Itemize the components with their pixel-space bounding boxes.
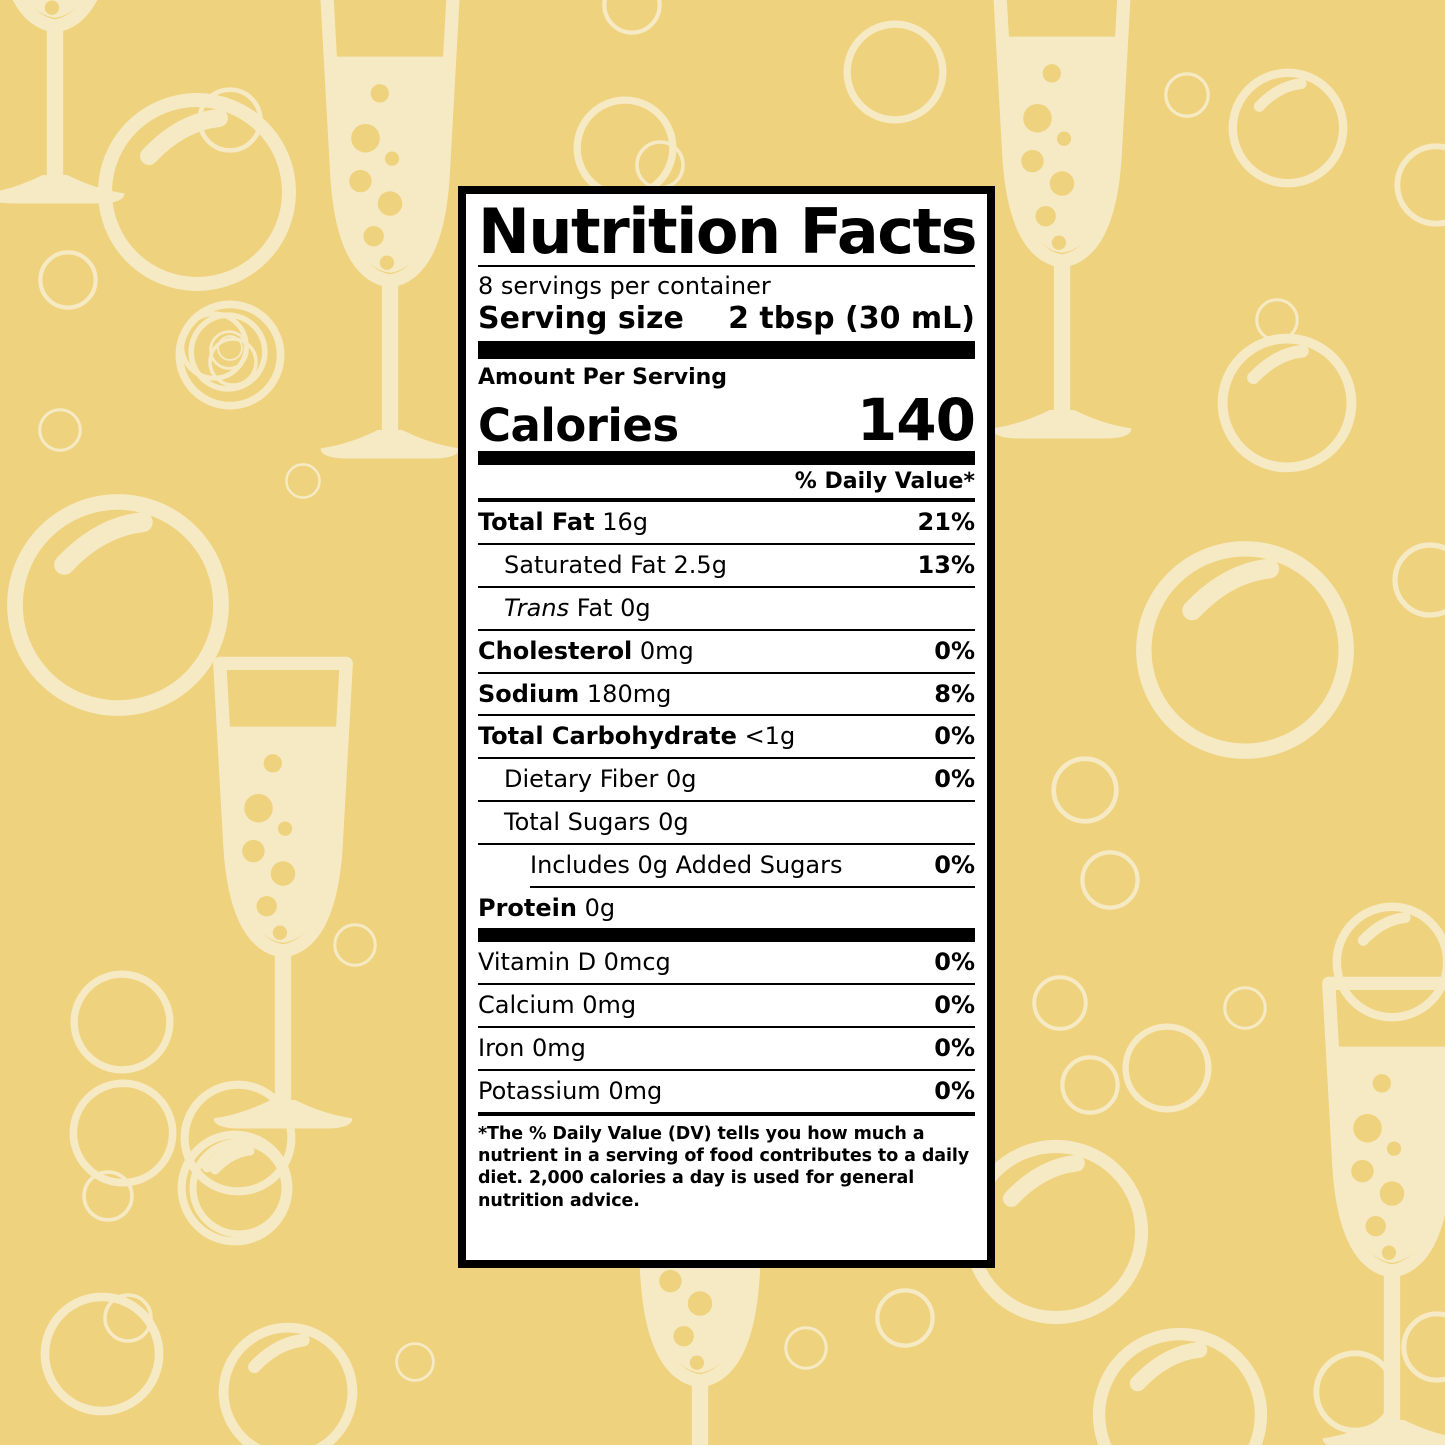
nutrient-divider	[478, 586, 975, 588]
divider-thick-top	[478, 340, 975, 359]
nutrient-row: Dietary Fiber 0g 0%	[478, 759, 975, 800]
nutrient-row: Cholesterol 0mg 0%	[478, 631, 975, 672]
micronutrient-name: Potassium 0mg	[478, 1076, 663, 1105]
calories-value: 140	[856, 386, 976, 455]
nutrient-amount: 0g	[576, 893, 616, 922]
nutrient-name: Total Sugars 0g	[504, 807, 689, 836]
nutrient-name: Total Carbohydrate <1g	[478, 722, 796, 751]
nutrient-name: Total Fat 16g	[478, 508, 648, 537]
divider-above-footnote	[478, 1111, 975, 1116]
micronutrient-divider	[478, 983, 975, 986]
nutrient-divider	[530, 885, 975, 888]
nutrient-divider	[478, 714, 975, 717]
nutrient-amount: 0g	[650, 807, 689, 836]
micronutrient-daily-value: 0%	[934, 991, 975, 1020]
micronutrient-row: Iron 0mg 0%	[478, 1028, 975, 1069]
micronutrient-rows: Vitamin D 0mcg 0% Calcium 0mg 0% Iron 0mg 0% P…	[478, 942, 975, 1111]
serving-size-label: Serving size	[478, 301, 684, 337]
nutrient-divider	[478, 543, 975, 546]
nutrient-row: Total Carbohydrate <1g 0%	[478, 716, 975, 757]
micronutrient-divider	[478, 1025, 975, 1028]
nutrient-daily-value: 0%	[934, 850, 975, 879]
nutrient-amount: 0g	[658, 765, 697, 794]
nutrient-daily-value: 0%	[934, 636, 975, 665]
micronutrient-daily-value: 0%	[934, 1033, 975, 1062]
nutrient-name: Cholesterol 0mg	[478, 636, 694, 665]
nutrient-name: Dietary Fiber 0g	[504, 765, 697, 794]
nutrient-row: Saturated Fat 2.5g 13%	[478, 545, 975, 586]
nutrient-name: Sodium 180mg	[478, 679, 672, 708]
nutrient-amount: <1g	[736, 722, 796, 751]
divider-thick-micros	[478, 928, 975, 943]
micronutrient-daily-value: 0%	[934, 948, 975, 977]
nutrient-divider	[478, 842, 975, 845]
nutrient-name: Saturated Fat 2.5g	[504, 551, 727, 580]
nutrient-name: Trans Fat 0g	[504, 594, 651, 622]
nutrient-row: Total Fat 16g 21%	[478, 502, 975, 543]
divider-under-title	[478, 265, 975, 268]
nutrient-rows: Total Fat 16g 21% Saturated Fat 2.5g 13% Tra…	[478, 502, 975, 928]
micronutrient-name: Iron 0mg	[478, 1033, 586, 1062]
micronutrient-row: Potassium 0mg 0%	[478, 1071, 975, 1112]
label-title: Nutrition Facts	[478, 195, 978, 268]
micronutrient-row: Vitamin D 0mcg 0%	[478, 942, 975, 983]
micronutrient-name: Calcium 0mg	[478, 991, 637, 1020]
nutrient-divider	[478, 671, 975, 674]
serving-size-value: 2 tbsp (30 mL)	[728, 301, 975, 337]
micronutrient-name: Vitamin D 0mcg	[478, 948, 671, 977]
calories-row: Calories 140	[478, 386, 976, 455]
nutrient-amount: 2.5g	[665, 551, 727, 580]
nutrient-row: Trans Fat 0g	[478, 588, 975, 629]
nutrient-amount: 180mg	[579, 679, 672, 708]
nutrient-daily-value: 21%	[917, 508, 975, 537]
nutrient-row: Includes 0g Added Sugars 0%	[478, 845, 975, 886]
nutrient-divider	[478, 799, 975, 802]
nutrition-facts-label: Nutrition Facts 8 servings per container…	[458, 186, 995, 1268]
nutrient-row: Sodium 180mg 8%	[478, 674, 975, 715]
calories-label: Calories	[478, 398, 679, 452]
nutrient-daily-value: 0%	[934, 722, 975, 751]
nutrient-daily-value: 13%	[917, 551, 975, 580]
micronutrient-divider	[478, 1068, 975, 1071]
nutrient-daily-value: 8%	[934, 679, 975, 708]
divider-thick-calories	[478, 451, 975, 466]
nutrient-name: Includes 0g Added Sugars	[530, 850, 843, 879]
nutrient-row: Protein 0g	[478, 888, 975, 929]
amount-per-serving-label: Amount Per Serving	[478, 364, 728, 390]
daily-value-header: % Daily Value*	[794, 469, 975, 495]
nutrient-divider	[478, 628, 975, 631]
nutrient-amount: 0mg	[632, 636, 694, 665]
nutrient-amount: 16g	[594, 508, 648, 537]
servings-per-container: 8 servings per container	[478, 272, 771, 301]
serving-size-row: Serving size 2 tbsp (30 mL)	[478, 301, 975, 340]
nutrient-row: Total Sugars 0g	[478, 802, 975, 843]
micronutrient-row: Calcium 0mg 0%	[478, 985, 975, 1026]
nutrient-daily-value: 0%	[934, 765, 975, 794]
daily-value-footnote: *The % Daily Value (DV) tells you how mu…	[478, 1123, 970, 1211]
nutrient-divider	[478, 757, 975, 760]
nutrient-name: Protein 0g	[478, 893, 616, 922]
divider-under-dv-header	[478, 498, 975, 503]
micronutrient-daily-value: 0%	[934, 1076, 975, 1105]
nutrient-italic-prefix: Trans	[504, 594, 577, 622]
nutrient-amount: 0g	[612, 594, 651, 622]
